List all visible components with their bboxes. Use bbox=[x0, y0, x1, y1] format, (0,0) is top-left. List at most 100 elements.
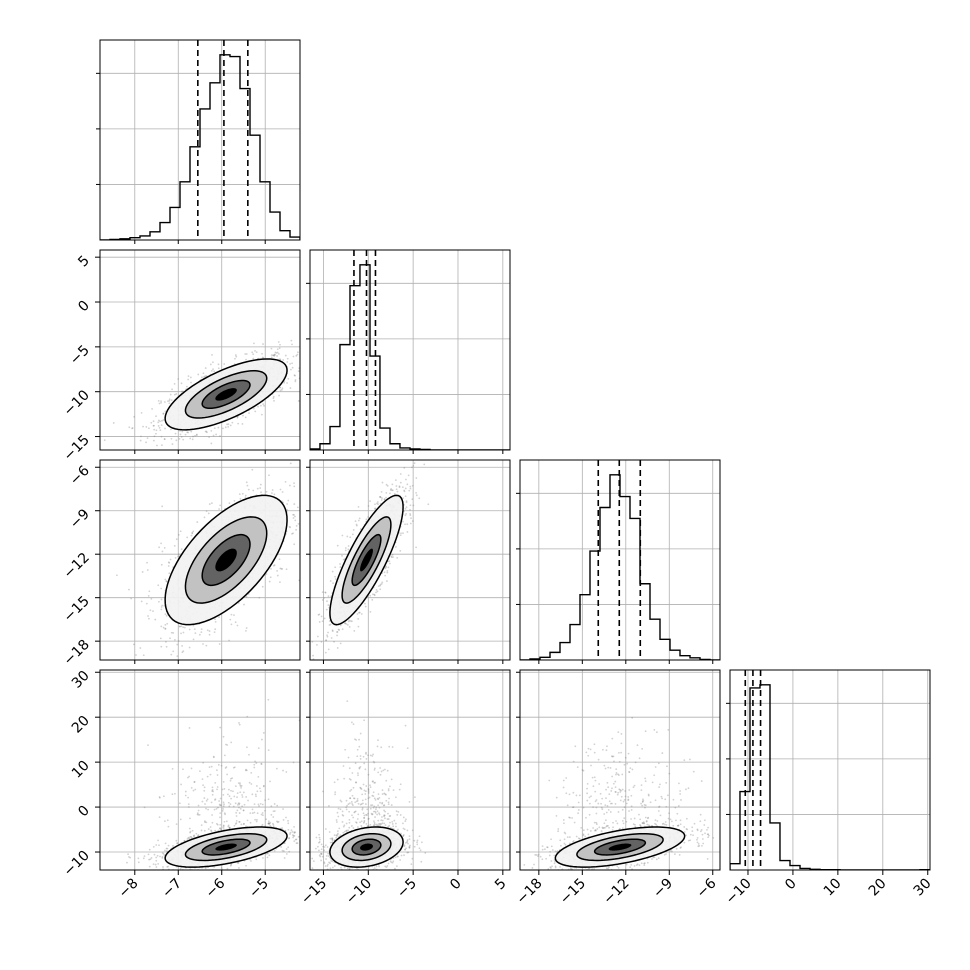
sample-point bbox=[154, 863, 157, 866]
sample-point bbox=[253, 342, 255, 345]
sample-point bbox=[402, 497, 405, 499]
sample-point bbox=[347, 620, 350, 623]
sample-point bbox=[260, 491, 262, 494]
sample-point bbox=[374, 508, 376, 510]
sample-point bbox=[320, 615, 323, 618]
sample-point bbox=[161, 444, 163, 447]
sample-point bbox=[208, 633, 211, 636]
sample-point bbox=[385, 496, 387, 499]
sample-point bbox=[373, 593, 376, 596]
sample-point bbox=[289, 362, 292, 365]
sample-point bbox=[386, 484, 389, 487]
sample-point bbox=[276, 821, 279, 824]
sample-point bbox=[180, 435, 183, 438]
sample-point bbox=[321, 620, 324, 623]
sample-point bbox=[171, 388, 173, 391]
sample-point bbox=[246, 484, 249, 487]
sample-point bbox=[205, 644, 208, 647]
panel-border bbox=[99, 459, 301, 661]
sample-point bbox=[349, 536, 352, 539]
sample-point bbox=[202, 372, 205, 375]
sample-point bbox=[317, 613, 320, 616]
sample-point bbox=[291, 362, 293, 365]
sample-point bbox=[241, 492, 244, 495]
sample-point bbox=[336, 634, 338, 637]
sample-point bbox=[267, 822, 270, 824]
sample-point bbox=[177, 378, 180, 380]
sample-point bbox=[401, 486, 404, 489]
sample-point bbox=[229, 424, 232, 427]
sample-point bbox=[350, 620, 353, 623]
sample-point bbox=[181, 651, 184, 654]
sample-point bbox=[399, 473, 402, 475]
sample-point bbox=[391, 489, 394, 492]
sample-point bbox=[328, 620, 331, 622]
sample-point bbox=[341, 534, 344, 537]
sample-point bbox=[218, 508, 220, 510]
sample-point bbox=[339, 563, 341, 565]
sample-point bbox=[214, 618, 217, 621]
sample-point bbox=[173, 544, 176, 547]
sample-point bbox=[294, 515, 296, 518]
sample-point bbox=[250, 860, 252, 862]
sample-point bbox=[277, 352, 280, 355]
sample-point bbox=[332, 582, 334, 585]
sample-point bbox=[402, 532, 404, 535]
sample-point bbox=[405, 506, 408, 509]
sample-point bbox=[358, 517, 361, 520]
sample-point bbox=[211, 354, 213, 356]
sample-point bbox=[283, 842, 286, 844]
sample-point bbox=[133, 415, 136, 418]
sample-point bbox=[168, 402, 171, 405]
sample-point bbox=[283, 857, 286, 859]
sample-point bbox=[379, 496, 382, 499]
sample-point bbox=[407, 474, 410, 477]
sample-point bbox=[357, 625, 360, 628]
sample-point bbox=[229, 618, 232, 621]
sample-point bbox=[192, 453, 194, 455]
sample-point bbox=[164, 849, 166, 852]
sample-point bbox=[327, 648, 330, 651]
sample-point bbox=[256, 487, 259, 490]
sample-point bbox=[213, 631, 216, 634]
sample-point bbox=[346, 535, 349, 538]
sample-point bbox=[168, 562, 171, 564]
sample-point bbox=[145, 602, 148, 605]
sample-point bbox=[175, 439, 178, 442]
sample-point bbox=[160, 625, 163, 628]
sample-point bbox=[177, 640, 180, 642]
sample-point bbox=[365, 518, 368, 521]
sample-point bbox=[336, 647, 339, 649]
sample-point bbox=[195, 434, 198, 436]
sample-point bbox=[353, 630, 356, 632]
sample-point bbox=[331, 570, 334, 573]
sample-point bbox=[222, 824, 225, 827]
sample-point bbox=[160, 419, 163, 422]
sample-point bbox=[339, 566, 342, 568]
sample-point bbox=[204, 430, 207, 433]
sample-point bbox=[269, 576, 272, 579]
sample-point bbox=[290, 368, 292, 371]
sample-point bbox=[259, 487, 262, 489]
sample-point bbox=[402, 520, 404, 523]
sample-point bbox=[399, 481, 402, 484]
sample-point bbox=[388, 560, 391, 563]
sample-point bbox=[412, 464, 415, 467]
sample-point bbox=[182, 870, 184, 872]
sample-point bbox=[206, 431, 208, 434]
contour-line-2 bbox=[201, 379, 251, 410]
sample-point bbox=[233, 614, 235, 617]
sample-point bbox=[262, 343, 264, 345]
sample-point bbox=[336, 631, 338, 633]
sample-point bbox=[180, 382, 183, 385]
sample-point bbox=[285, 568, 288, 571]
sample-point bbox=[367, 505, 370, 507]
sample-point bbox=[270, 354, 273, 357]
sample-point bbox=[284, 480, 287, 483]
sample-point bbox=[315, 528, 317, 530]
sample-point bbox=[219, 435, 221, 437]
sample-point bbox=[403, 489, 406, 492]
sample-point bbox=[327, 604, 330, 606]
sample-point bbox=[393, 493, 396, 495]
